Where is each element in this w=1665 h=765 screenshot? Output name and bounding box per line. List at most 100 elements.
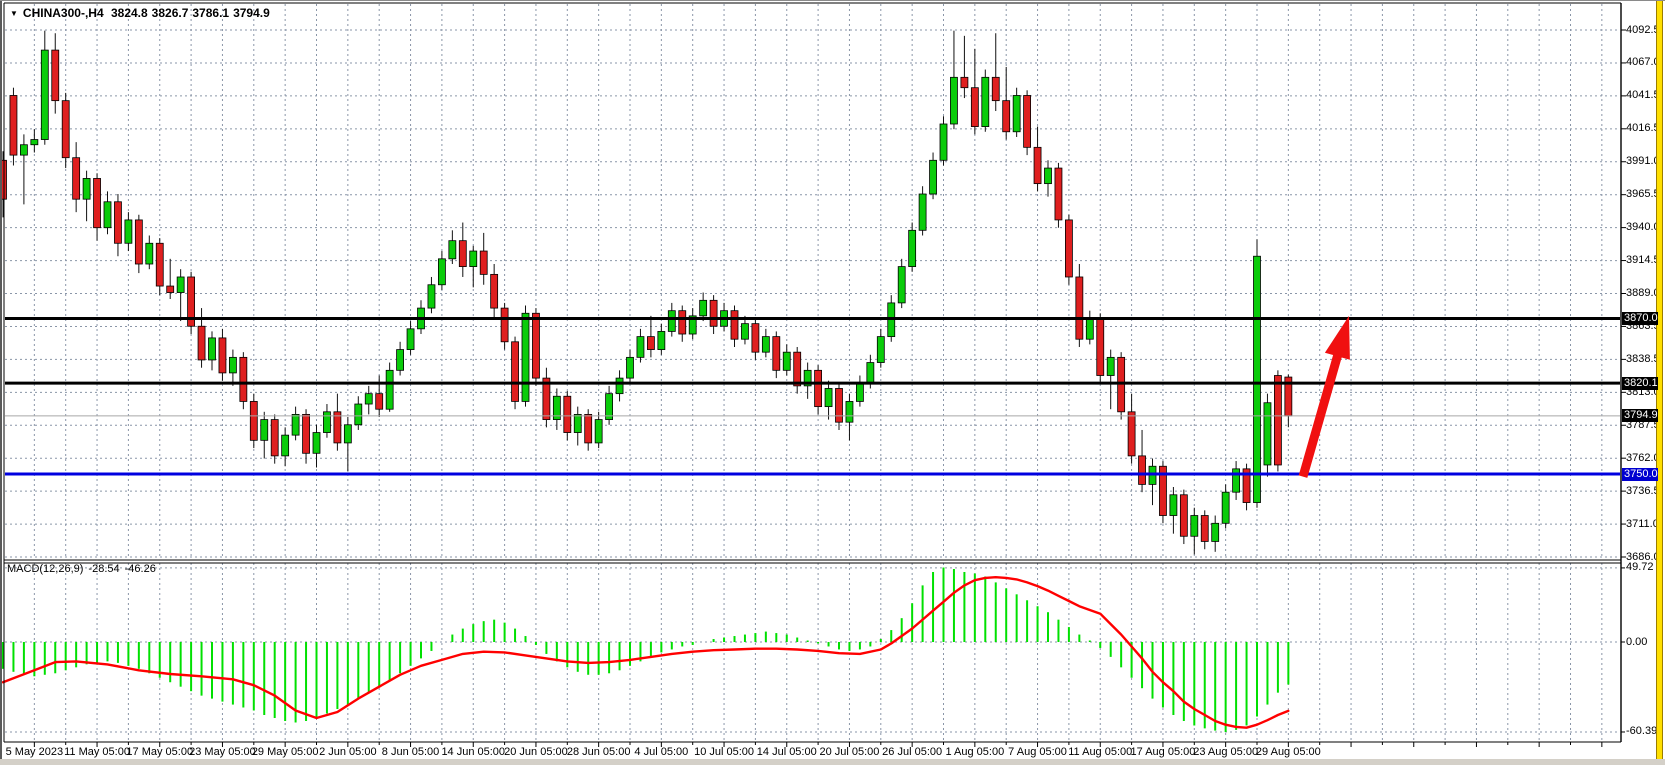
candle — [1096, 313, 1105, 384]
price-axis-label: 3914.5 — [1626, 254, 1660, 267]
time-axis-label: 11 Aug 05:00 — [1068, 746, 1133, 758]
price-axis-label: 3940.0 — [1626, 221, 1660, 234]
time-axis-label: 23 May 05:00 — [189, 746, 256, 758]
time-axis-label: 5 May 2023 — [5, 746, 64, 758]
ohlc-close: 3794.9 — [233, 6, 270, 20]
candle — [1169, 486, 1178, 534]
candle — [437, 251, 446, 290]
candle — [1274, 370, 1282, 472]
time-axis-label: 17 Aug 05:00 — [1130, 746, 1196, 758]
candle — [9, 87, 18, 166]
candle — [249, 393, 258, 449]
candle — [176, 269, 185, 322]
macd-indicator-name: MACD(12,26,9) — [7, 563, 84, 575]
candle — [239, 352, 248, 410]
candle — [302, 409, 310, 464]
candle — [448, 230, 457, 265]
candle — [1179, 489, 1188, 545]
candle — [1159, 461, 1167, 524]
candle — [511, 336, 519, 410]
candle — [741, 315, 749, 345]
candles-layer — [0, 30, 1293, 555]
candle — [1075, 264, 1084, 347]
candle — [908, 222, 917, 272]
candle — [1044, 160, 1052, 197]
candle — [218, 328, 227, 381]
time-axis-label: 14 Jun 05:00 — [441, 746, 506, 758]
candle — [396, 341, 405, 376]
candle — [793, 346, 802, 394]
candle — [626, 349, 634, 384]
candle — [835, 383, 843, 430]
candle — [40, 30, 49, 145]
ohlc-low: 3786.1 — [192, 6, 230, 20]
candle — [187, 271, 196, 335]
symbol-dropdown-icon[interactable]: ▼ — [10, 9, 18, 18]
candle — [824, 380, 833, 420]
candle — [312, 424, 321, 468]
price-level-box: 3820.1 — [1622, 376, 1658, 390]
macd-layer — [1, 567, 1290, 732]
time-axis-label: 7 Aug 05:00 — [1008, 746, 1067, 758]
ohlc-high: 3826.7 — [151, 6, 189, 20]
candle — [897, 258, 906, 309]
candle — [970, 48, 979, 135]
candle — [542, 367, 551, 428]
candle — [615, 370, 624, 402]
window-left-edge — [0, 0, 2, 765]
price-axis-label: 3889.0 — [1626, 287, 1660, 299]
price-axis-label: 3711.0 — [1626, 517, 1659, 530]
candle — [124, 212, 133, 252]
macd-signal-line — [1, 576, 1290, 729]
candle — [678, 305, 687, 342]
macd-value: -28.54 — [88, 563, 120, 575]
candle — [500, 302, 509, 350]
time-axis-label: 26 Jul 05:00 — [882, 746, 943, 758]
candle — [323, 404, 331, 438]
price-level-box: 3750.0 — [1622, 467, 1658, 481]
candle — [1012, 87, 1021, 137]
candle — [1138, 429, 1146, 493]
candle — [343, 416, 352, 472]
candle — [636, 328, 645, 363]
candle — [166, 258, 175, 300]
candle — [751, 318, 760, 360]
macd-label: MACD(12,26,9) -28.54 -46.26 — [7, 563, 161, 575]
candle — [782, 344, 791, 376]
time-axis-label: 14 Jul 05:00 — [756, 746, 817, 758]
candle — [145, 235, 154, 270]
candle — [647, 315, 655, 358]
candle — [772, 331, 781, 379]
time-axis-label: 17 May 05:00 — [126, 746, 194, 758]
candle — [939, 116, 948, 166]
candle — [1033, 126, 1042, 192]
candle — [1253, 239, 1261, 508]
symbol-header: ▼ CHINA300-,H4 3824.8 3826.7 3786.1 3794.9 — [10, 6, 274, 20]
candle — [845, 393, 854, 441]
candle — [0, 151, 7, 218]
price-axis-label: 3686.0 — [1626, 550, 1660, 563]
candle — [761, 328, 770, 358]
candle — [114, 194, 122, 257]
macd-axis-label: 49.72 — [1626, 561, 1654, 574]
candle — [281, 427, 290, 467]
trend-arrow-annotation[interactable] — [1298, 315, 1350, 478]
ohlc-open: 3824.8 — [110, 6, 148, 20]
candle — [30, 129, 39, 153]
price-axis-label: 4092.5 — [1626, 23, 1660, 36]
candle — [950, 30, 958, 130]
candle — [876, 328, 885, 368]
time-axis-label: 29 May 05:00 — [251, 746, 319, 758]
candle — [657, 323, 666, 355]
candle — [1106, 349, 1115, 410]
candle — [93, 173, 101, 241]
candle — [1200, 510, 1209, 550]
candle — [1117, 352, 1126, 420]
candle — [270, 414, 279, 464]
candle — [208, 331, 216, 371]
time-axis-label: 8 Jun 05:00 — [381, 746, 440, 758]
candle — [814, 365, 822, 415]
candle — [1085, 310, 1094, 345]
candle — [260, 411, 269, 459]
